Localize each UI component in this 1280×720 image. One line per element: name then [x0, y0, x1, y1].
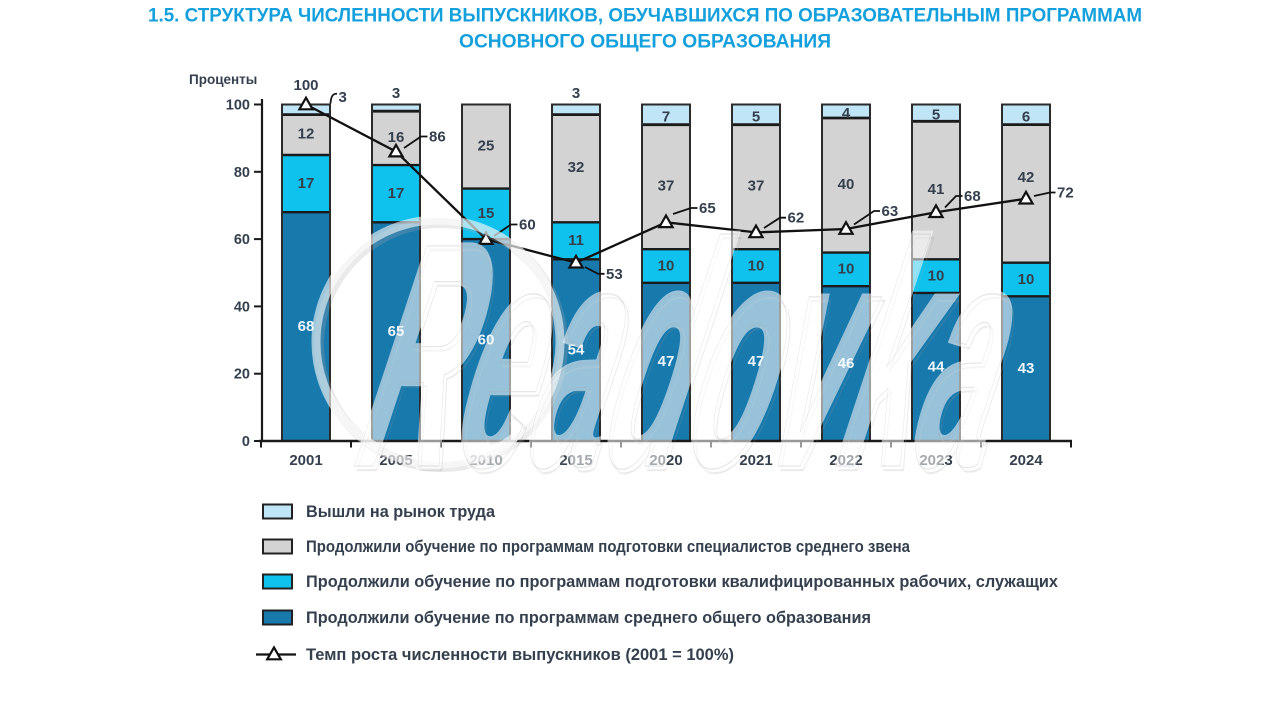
svg-text:65: 65 — [388, 323, 405, 340]
svg-text:17: 17 — [388, 185, 405, 202]
svg-text:10: 10 — [1018, 271, 1035, 288]
svg-text:60: 60 — [478, 331, 495, 348]
svg-text:Вышли на рынок труда: Вышли на рынок труда — [306, 503, 496, 521]
svg-text:3: 3 — [392, 85, 400, 102]
svg-text:Продолжили обучение по програм: Продолжили обучение по программам средне… — [306, 609, 871, 627]
svg-text:44: 44 — [928, 358, 945, 375]
svg-text:4: 4 — [842, 105, 851, 122]
svg-text:2023: 2023 — [919, 452, 952, 469]
svg-text:2020: 2020 — [649, 452, 682, 469]
svg-text:46: 46 — [838, 355, 855, 372]
svg-text:2021: 2021 — [739, 452, 772, 469]
svg-text:11: 11 — [568, 232, 584, 249]
svg-text:16: 16 — [388, 129, 405, 146]
svg-text:41: 41 — [928, 181, 945, 198]
svg-text:53: 53 — [606, 266, 623, 283]
svg-text:10: 10 — [838, 261, 855, 278]
svg-text:54: 54 — [568, 341, 585, 358]
svg-text:1.5. СТРУКТУРА ЧИСЛЕННОСТИ ВЫП: 1.5. СТРУКТУРА ЧИСЛЕННОСТИ ВЫПУСКНИКОВ, … — [148, 6, 1142, 27]
svg-text:Продолжили обучение по програм: Продолжили обучение по программам подгот… — [306, 538, 911, 556]
svg-text:2022: 2022 — [829, 452, 862, 469]
svg-text:3: 3 — [339, 89, 347, 106]
svg-text:40: 40 — [234, 299, 250, 315]
svg-text:10: 10 — [748, 257, 765, 274]
svg-text:Readovka: Readovka — [335, 176, 1054, 533]
svg-text:47: 47 — [748, 353, 765, 370]
svg-text:100: 100 — [226, 98, 250, 114]
svg-text:2024: 2024 — [1009, 452, 1043, 469]
svg-text:Readovka: Readovka — [335, 176, 1054, 533]
svg-text:5: 5 — [752, 108, 760, 125]
svg-text:37: 37 — [658, 178, 675, 195]
svg-text:60: 60 — [519, 217, 536, 234]
svg-text:15: 15 — [478, 205, 495, 222]
svg-text:62: 62 — [788, 210, 805, 227]
svg-text:Продолжили обучение по програм: Продолжили обучение по программам подгот… — [306, 573, 1059, 591]
svg-text:3: 3 — [572, 85, 580, 102]
svg-text:Readovka: Readovka — [338, 180, 1057, 537]
svg-text:60: 60 — [234, 232, 250, 248]
svg-text:7: 7 — [662, 108, 670, 125]
svg-text:32: 32 — [568, 159, 585, 176]
svg-text:5: 5 — [932, 107, 940, 124]
svg-text:37: 37 — [748, 178, 765, 195]
svg-text:ОСНОВНОГО ОБЩЕГО ОБРАЗОВАНИЯ: ОСНОВНОГО ОБЩЕГО ОБРАЗОВАНИЯ — [459, 32, 831, 53]
svg-text:17: 17 — [298, 175, 315, 192]
svg-text:0: 0 — [242, 434, 250, 450]
svg-text:42: 42 — [1018, 169, 1035, 186]
svg-text:10: 10 — [658, 257, 675, 274]
svg-text:80: 80 — [234, 165, 250, 181]
svg-text:20: 20 — [234, 367, 250, 383]
svg-text:68: 68 — [964, 188, 981, 205]
svg-text:Темп роста численности выпускн: Темп роста численности выпускников (2001… — [306, 646, 734, 664]
svg-text:72: 72 — [1057, 185, 1074, 202]
svg-text:40: 40 — [838, 176, 855, 193]
svg-text:43: 43 — [1018, 360, 1035, 377]
svg-text:47: 47 — [658, 353, 675, 370]
svg-text:65: 65 — [699, 200, 716, 217]
svg-text:Проценты: Проценты — [189, 72, 257, 87]
svg-text:25: 25 — [478, 137, 495, 154]
svg-text:6: 6 — [1022, 108, 1030, 125]
svg-text:100: 100 — [293, 77, 318, 94]
svg-text:12: 12 — [298, 126, 315, 143]
svg-text:2015: 2015 — [559, 452, 592, 469]
svg-text:2001: 2001 — [289, 452, 322, 469]
svg-text:86: 86 — [429, 129, 446, 146]
svg-text:63: 63 — [882, 203, 899, 220]
svg-text:68: 68 — [298, 318, 315, 335]
svg-text:10: 10 — [928, 267, 945, 284]
